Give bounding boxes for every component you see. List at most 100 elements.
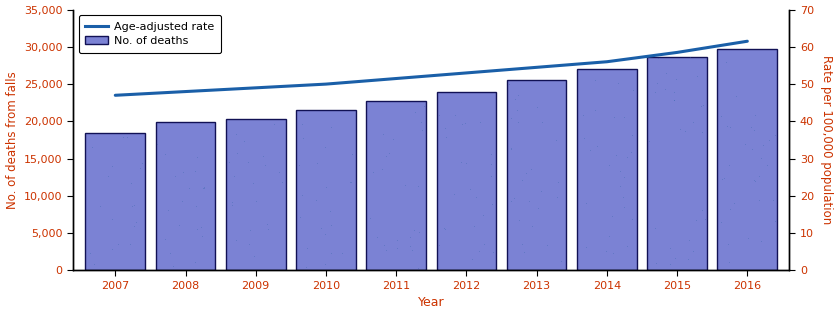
Point xyxy=(390,246,404,251)
Point xyxy=(745,146,758,152)
Point xyxy=(686,249,700,254)
Point xyxy=(399,182,412,187)
Bar xyxy=(156,122,216,271)
Point xyxy=(508,196,521,201)
Point xyxy=(580,201,593,206)
Point xyxy=(643,139,656,144)
Point xyxy=(753,198,766,203)
Point xyxy=(535,120,549,125)
Point xyxy=(315,225,328,230)
Point xyxy=(229,237,242,242)
Point xyxy=(226,203,239,208)
Point xyxy=(624,149,638,154)
Point xyxy=(412,229,425,234)
Bar xyxy=(86,133,145,271)
Point xyxy=(168,174,181,179)
Point xyxy=(324,124,337,129)
Point xyxy=(112,242,125,247)
Point xyxy=(242,241,256,246)
Point xyxy=(379,247,393,252)
Point xyxy=(626,87,639,92)
Point xyxy=(715,220,728,225)
Point xyxy=(649,226,662,231)
Point xyxy=(516,177,529,182)
Point xyxy=(650,81,664,86)
Point xyxy=(668,97,681,102)
Point xyxy=(297,135,310,140)
Point xyxy=(164,251,177,256)
Point xyxy=(299,265,312,270)
Point xyxy=(188,259,201,264)
Point xyxy=(258,162,272,167)
Point xyxy=(227,173,241,178)
Point xyxy=(172,223,185,228)
Point xyxy=(292,162,305,167)
Point xyxy=(343,179,357,184)
Point xyxy=(378,242,391,247)
Point xyxy=(618,114,631,119)
Point xyxy=(106,217,119,222)
Point xyxy=(613,184,627,189)
Point xyxy=(747,128,760,133)
Point xyxy=(433,113,446,118)
Point xyxy=(318,145,331,150)
Point xyxy=(503,82,516,87)
Y-axis label: No. of deaths from falls: No. of deaths from falls xyxy=(6,71,18,209)
Bar xyxy=(647,57,707,271)
Point xyxy=(651,55,664,60)
Point xyxy=(438,226,451,232)
Point xyxy=(472,249,486,254)
Point xyxy=(386,136,399,141)
Point xyxy=(189,203,202,208)
Point xyxy=(668,256,681,261)
Y-axis label: Rate per 100,000 population: Rate per 100,000 population xyxy=(821,55,833,225)
Point xyxy=(577,135,591,140)
Point xyxy=(198,184,211,189)
Point xyxy=(757,143,770,148)
Point xyxy=(667,97,680,102)
Point xyxy=(151,141,164,146)
Point xyxy=(447,192,461,197)
Point xyxy=(129,219,143,224)
Point xyxy=(664,245,677,250)
Point xyxy=(379,153,393,158)
Point xyxy=(190,154,204,159)
Point xyxy=(463,187,477,192)
Point xyxy=(230,150,243,155)
Point xyxy=(440,135,453,140)
Point xyxy=(247,253,260,258)
Point xyxy=(198,186,211,191)
Point xyxy=(162,207,175,212)
Point xyxy=(670,77,683,82)
Point xyxy=(106,247,119,252)
Point xyxy=(690,74,704,79)
Point xyxy=(319,262,332,267)
Point xyxy=(412,183,425,188)
Point xyxy=(511,92,524,97)
Point xyxy=(515,241,529,246)
Point xyxy=(738,141,752,146)
Point xyxy=(465,256,478,261)
Point xyxy=(717,175,731,180)
Point xyxy=(295,121,309,126)
Point xyxy=(404,234,417,239)
Point xyxy=(667,89,680,94)
Point xyxy=(626,217,639,222)
Point xyxy=(727,200,741,205)
Point xyxy=(649,260,662,265)
Point xyxy=(696,207,709,212)
Point xyxy=(484,162,498,167)
Point xyxy=(407,227,420,232)
Point xyxy=(664,262,677,267)
Point xyxy=(93,203,107,208)
Point xyxy=(176,170,190,175)
Point xyxy=(618,174,631,179)
Point xyxy=(136,161,149,166)
Point xyxy=(195,224,208,229)
Point xyxy=(190,226,204,231)
Point xyxy=(724,124,737,129)
Bar xyxy=(717,49,777,271)
Point xyxy=(686,119,700,124)
Point xyxy=(722,163,736,168)
Point xyxy=(741,235,754,240)
